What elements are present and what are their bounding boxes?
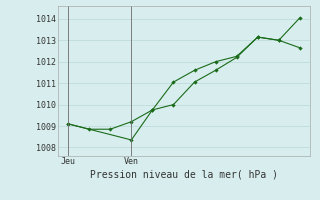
X-axis label: Pression niveau de la mer( hPa ): Pression niveau de la mer( hPa ) — [90, 169, 278, 179]
